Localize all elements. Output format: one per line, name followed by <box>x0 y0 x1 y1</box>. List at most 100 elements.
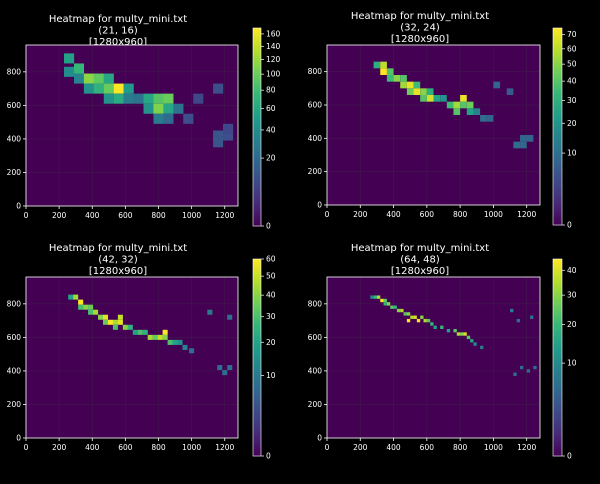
colorbar-segment <box>553 315 562 319</box>
chart-title-line: Heatmap for multy_mini.txt <box>49 14 187 25</box>
colorbar-segment <box>253 149 261 153</box>
colorbar-segment <box>553 178 562 182</box>
chart-title-line: (32, 24) <box>400 23 440 34</box>
colorbar-tick-label: 140 <box>266 42 281 51</box>
colorbar-tick-label: 0 <box>266 452 271 461</box>
colorbar-segment <box>553 40 562 44</box>
colorbar-tick-label: 60 <box>567 44 577 53</box>
colorbar-segment <box>253 37 261 41</box>
colorbar-segment <box>553 401 562 405</box>
colorbar-segment <box>253 337 261 341</box>
colorbar-segment <box>553 377 562 381</box>
colorbar-frame <box>252 27 262 227</box>
colorbar-segment <box>553 298 562 302</box>
heatmap-cell <box>463 332 467 336</box>
heatmap-cell <box>460 95 467 102</box>
colorbar-segment <box>253 32 261 37</box>
colorbar-segment <box>253 67 261 71</box>
colorbar-segment <box>253 293 261 297</box>
colorbar-segment <box>553 323 562 327</box>
colorbar-segment <box>553 133 562 137</box>
colorbar-segment <box>253 443 261 447</box>
heatmap-cell <box>93 309 99 315</box>
heatmap-cell <box>123 83 134 94</box>
colorbar-segment <box>553 347 562 351</box>
colorbar-segment <box>553 428 562 432</box>
colorbar-tick-label: 60 <box>266 255 276 264</box>
colorbar-segment <box>253 55 261 59</box>
colorbar-segment <box>253 97 261 101</box>
heatmap-cell <box>173 103 184 114</box>
colorbar-segment <box>253 369 261 373</box>
colorbar-segment <box>553 313 562 317</box>
colorbar-segment <box>553 433 562 437</box>
colorbar-segment <box>253 340 261 344</box>
colorbar-segment <box>553 448 562 452</box>
heatmap-cell <box>78 304 84 310</box>
colorbar-segment <box>253 154 261 158</box>
colorbar-segment <box>253 60 261 64</box>
heatmap-cell <box>88 304 94 310</box>
heatmap-cell <box>386 75 394 82</box>
colorbar-segment <box>253 47 261 51</box>
heatmap-cell <box>473 342 477 346</box>
heatmap-cell <box>386 302 391 306</box>
colorbar-segment <box>553 305 562 309</box>
colorbar-segment <box>253 286 261 290</box>
colorbar-tick-label: 10 <box>567 359 577 368</box>
colorbar-segment <box>253 104 261 108</box>
colorbar-segment <box>553 119 562 123</box>
heatmap-cell <box>152 334 158 340</box>
colorbar-segment <box>553 263 562 267</box>
colorbar-segment <box>253 271 261 275</box>
colorbar-segment <box>253 389 261 393</box>
heatmap-cell <box>526 135 534 142</box>
colorbar-segment <box>253 268 261 272</box>
heatmap-cell <box>440 95 447 102</box>
heatmap-cell <box>400 308 404 313</box>
colorbar-segment <box>253 213 261 217</box>
heatmap-cell <box>426 95 434 102</box>
heatmap-panel-2: Heatmap for multy_mini.txt(32, 24)[1280x… <box>308 11 577 230</box>
heatmap-cell <box>433 95 441 102</box>
colorbar-segment <box>553 416 562 420</box>
colorbar-segment <box>553 114 562 118</box>
colorbar-segment <box>253 191 261 195</box>
heatmap-cell <box>223 123 234 134</box>
heatmap-cell <box>73 294 79 300</box>
heatmap-cell <box>213 130 224 141</box>
heatmap-cell <box>413 88 421 95</box>
x-tick-label: 600 <box>118 211 133 220</box>
colorbar-segment <box>553 151 562 155</box>
colorbar-segment <box>553 197 562 201</box>
colorbar-segment <box>553 121 562 125</box>
heatmap-cell <box>122 324 128 330</box>
heatmap-cell <box>112 319 118 325</box>
colorbar-segment <box>553 124 562 128</box>
colorbar-segment <box>553 367 562 371</box>
colorbar-segment <box>553 170 562 174</box>
colorbar-segment <box>253 109 261 113</box>
colorbar-segment <box>553 74 562 78</box>
colorbar-frame <box>552 258 563 457</box>
y-tick-label: 600 <box>308 333 323 342</box>
plot-area <box>26 277 238 438</box>
heatmap-cell <box>520 135 527 142</box>
colorbar-frame <box>252 258 262 457</box>
x-tick-label: 600 <box>420 443 435 452</box>
colorbar-segment <box>553 111 562 115</box>
colorbar-segment <box>253 186 261 190</box>
colorbar-segment <box>253 273 261 277</box>
colorbar-segment <box>553 82 562 86</box>
heatmap-cell <box>142 329 148 335</box>
heatmap-cell <box>513 141 521 149</box>
heatmap-panel-1: Heatmap for multy_mini.txt(21, 16)[1280x… <box>7 14 281 231</box>
heatmap-cell <box>506 88 514 95</box>
colorbar-segment <box>553 153 562 157</box>
heatmap-cell <box>137 329 143 335</box>
heatmap-cell <box>383 298 387 303</box>
colorbar-segment <box>253 139 261 143</box>
colorbar-segment <box>553 55 562 59</box>
colorbar-segment <box>253 426 261 430</box>
